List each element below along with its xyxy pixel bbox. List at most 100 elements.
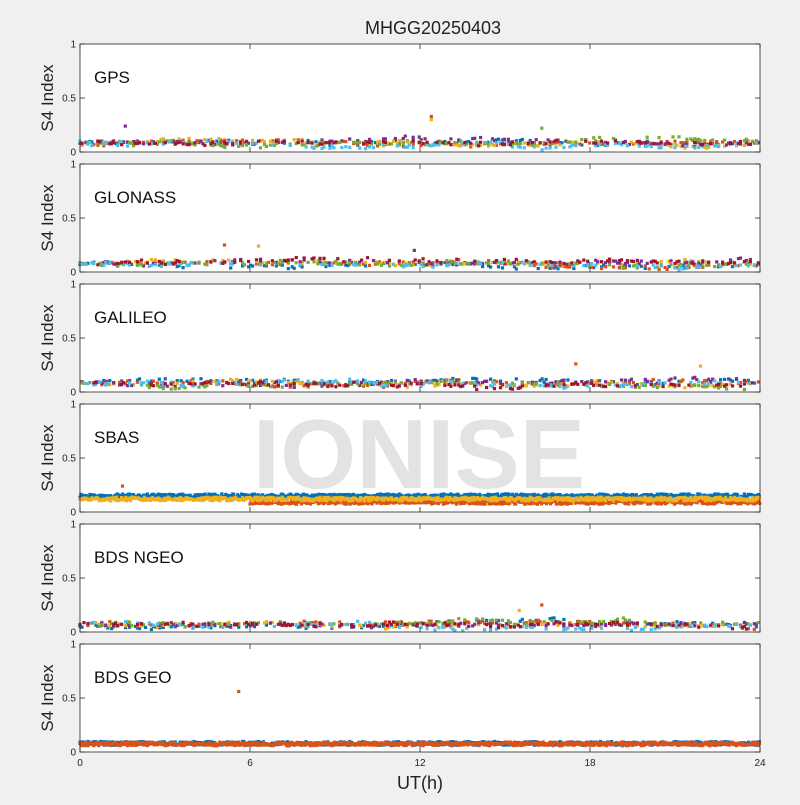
data-point: [545, 147, 548, 150]
data-point: [497, 626, 500, 629]
data-point: [203, 144, 206, 147]
data-point: [535, 382, 538, 385]
data-point: [600, 493, 603, 496]
data-point: [178, 622, 181, 625]
data-point: [457, 623, 460, 626]
data-point: [636, 621, 639, 624]
data-point: [178, 141, 181, 144]
data-point: [457, 617, 460, 620]
data-point: [485, 623, 488, 626]
data-point: [527, 381, 530, 384]
data-point: [612, 265, 615, 268]
data-point: [539, 384, 542, 387]
data-point: [360, 381, 363, 384]
data-point: [513, 384, 516, 387]
data-point: [574, 144, 577, 147]
data-point: [223, 146, 226, 149]
data-point: [552, 385, 555, 388]
data-point: [332, 146, 335, 149]
data-point: [705, 625, 708, 628]
data-point: [717, 383, 720, 386]
y-axis-label: S4 Index: [38, 424, 57, 492]
data-point: [554, 620, 557, 623]
data-point: [213, 259, 216, 262]
data-point: [677, 624, 680, 627]
data-point: [509, 625, 512, 628]
data-point: [384, 137, 387, 140]
data-point: [412, 136, 415, 139]
data-point: [136, 260, 139, 263]
data-point: [632, 260, 635, 263]
data-point: [314, 382, 317, 385]
data-point: [301, 140, 304, 143]
data-point: [340, 623, 343, 626]
data-point: [578, 261, 581, 264]
data-point: [410, 264, 413, 267]
data-point: [312, 260, 315, 263]
data-point: [521, 384, 524, 387]
data-point: [92, 262, 95, 265]
data-point: [232, 493, 235, 496]
data-point: [174, 387, 177, 390]
data-point: [281, 386, 284, 389]
data-point: [554, 139, 557, 142]
data-point: [479, 141, 482, 144]
data-point: [582, 264, 585, 267]
data-point: [545, 378, 548, 381]
data-point: [584, 140, 587, 143]
data-point: [582, 259, 585, 262]
data-point: [227, 382, 230, 385]
data-point: [582, 628, 585, 631]
data-point: [596, 260, 599, 263]
data-point: [88, 141, 91, 144]
data-point: [190, 382, 193, 385]
outlier-point: [257, 245, 260, 248]
outlier-point: [699, 365, 702, 368]
data-point: [459, 262, 462, 265]
data-point: [566, 627, 569, 630]
data-point: [368, 264, 371, 267]
panel-background: [80, 524, 760, 632]
data-point: [255, 623, 258, 626]
data-point: [190, 623, 193, 626]
data-point: [709, 142, 712, 145]
data-point: [626, 144, 629, 147]
data-point: [638, 145, 641, 148]
data-point: [293, 386, 296, 389]
data-point: [318, 622, 321, 625]
data-point: [251, 142, 254, 145]
data-point: [455, 262, 458, 265]
data-point: [598, 620, 601, 623]
data-point: [247, 623, 250, 626]
data-point: [650, 623, 653, 626]
data-point: [735, 377, 738, 380]
data-point: [453, 141, 456, 144]
data-point: [511, 140, 514, 143]
data-point: [289, 144, 292, 147]
data-point: [265, 145, 268, 148]
data-point: [247, 260, 250, 263]
data-point: [303, 256, 306, 259]
data-point: [243, 263, 246, 266]
data-point: [495, 141, 498, 144]
data-point: [277, 383, 280, 386]
data-point: [642, 628, 645, 631]
data-point: [428, 260, 431, 263]
data-point: [422, 257, 425, 260]
data-point: [453, 629, 456, 632]
data-point: [719, 378, 722, 381]
data-point: [568, 623, 571, 626]
data-point: [265, 262, 268, 265]
data-point: [217, 380, 220, 383]
data-point: [129, 499, 132, 502]
data-point: [160, 262, 163, 265]
y-tick-label: 1: [70, 280, 76, 291]
data-point: [426, 141, 429, 144]
data-point: [384, 141, 387, 144]
outlier-point: [124, 125, 127, 128]
data-point: [138, 141, 141, 144]
data-point: [509, 143, 512, 146]
data-point: [608, 263, 611, 266]
data-point: [515, 258, 518, 261]
data-point: [164, 263, 167, 266]
